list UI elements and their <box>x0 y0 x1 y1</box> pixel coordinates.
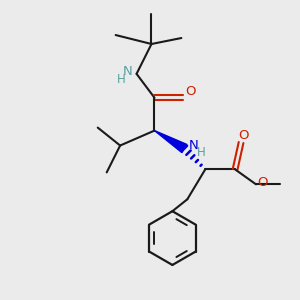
Polygon shape <box>154 130 187 153</box>
Text: O: O <box>185 85 196 98</box>
Text: O: O <box>257 176 268 189</box>
Text: N: N <box>123 65 133 78</box>
Text: N: N <box>188 139 198 152</box>
Text: O: O <box>238 130 249 142</box>
Text: H: H <box>117 73 125 86</box>
Text: H: H <box>196 146 205 160</box>
